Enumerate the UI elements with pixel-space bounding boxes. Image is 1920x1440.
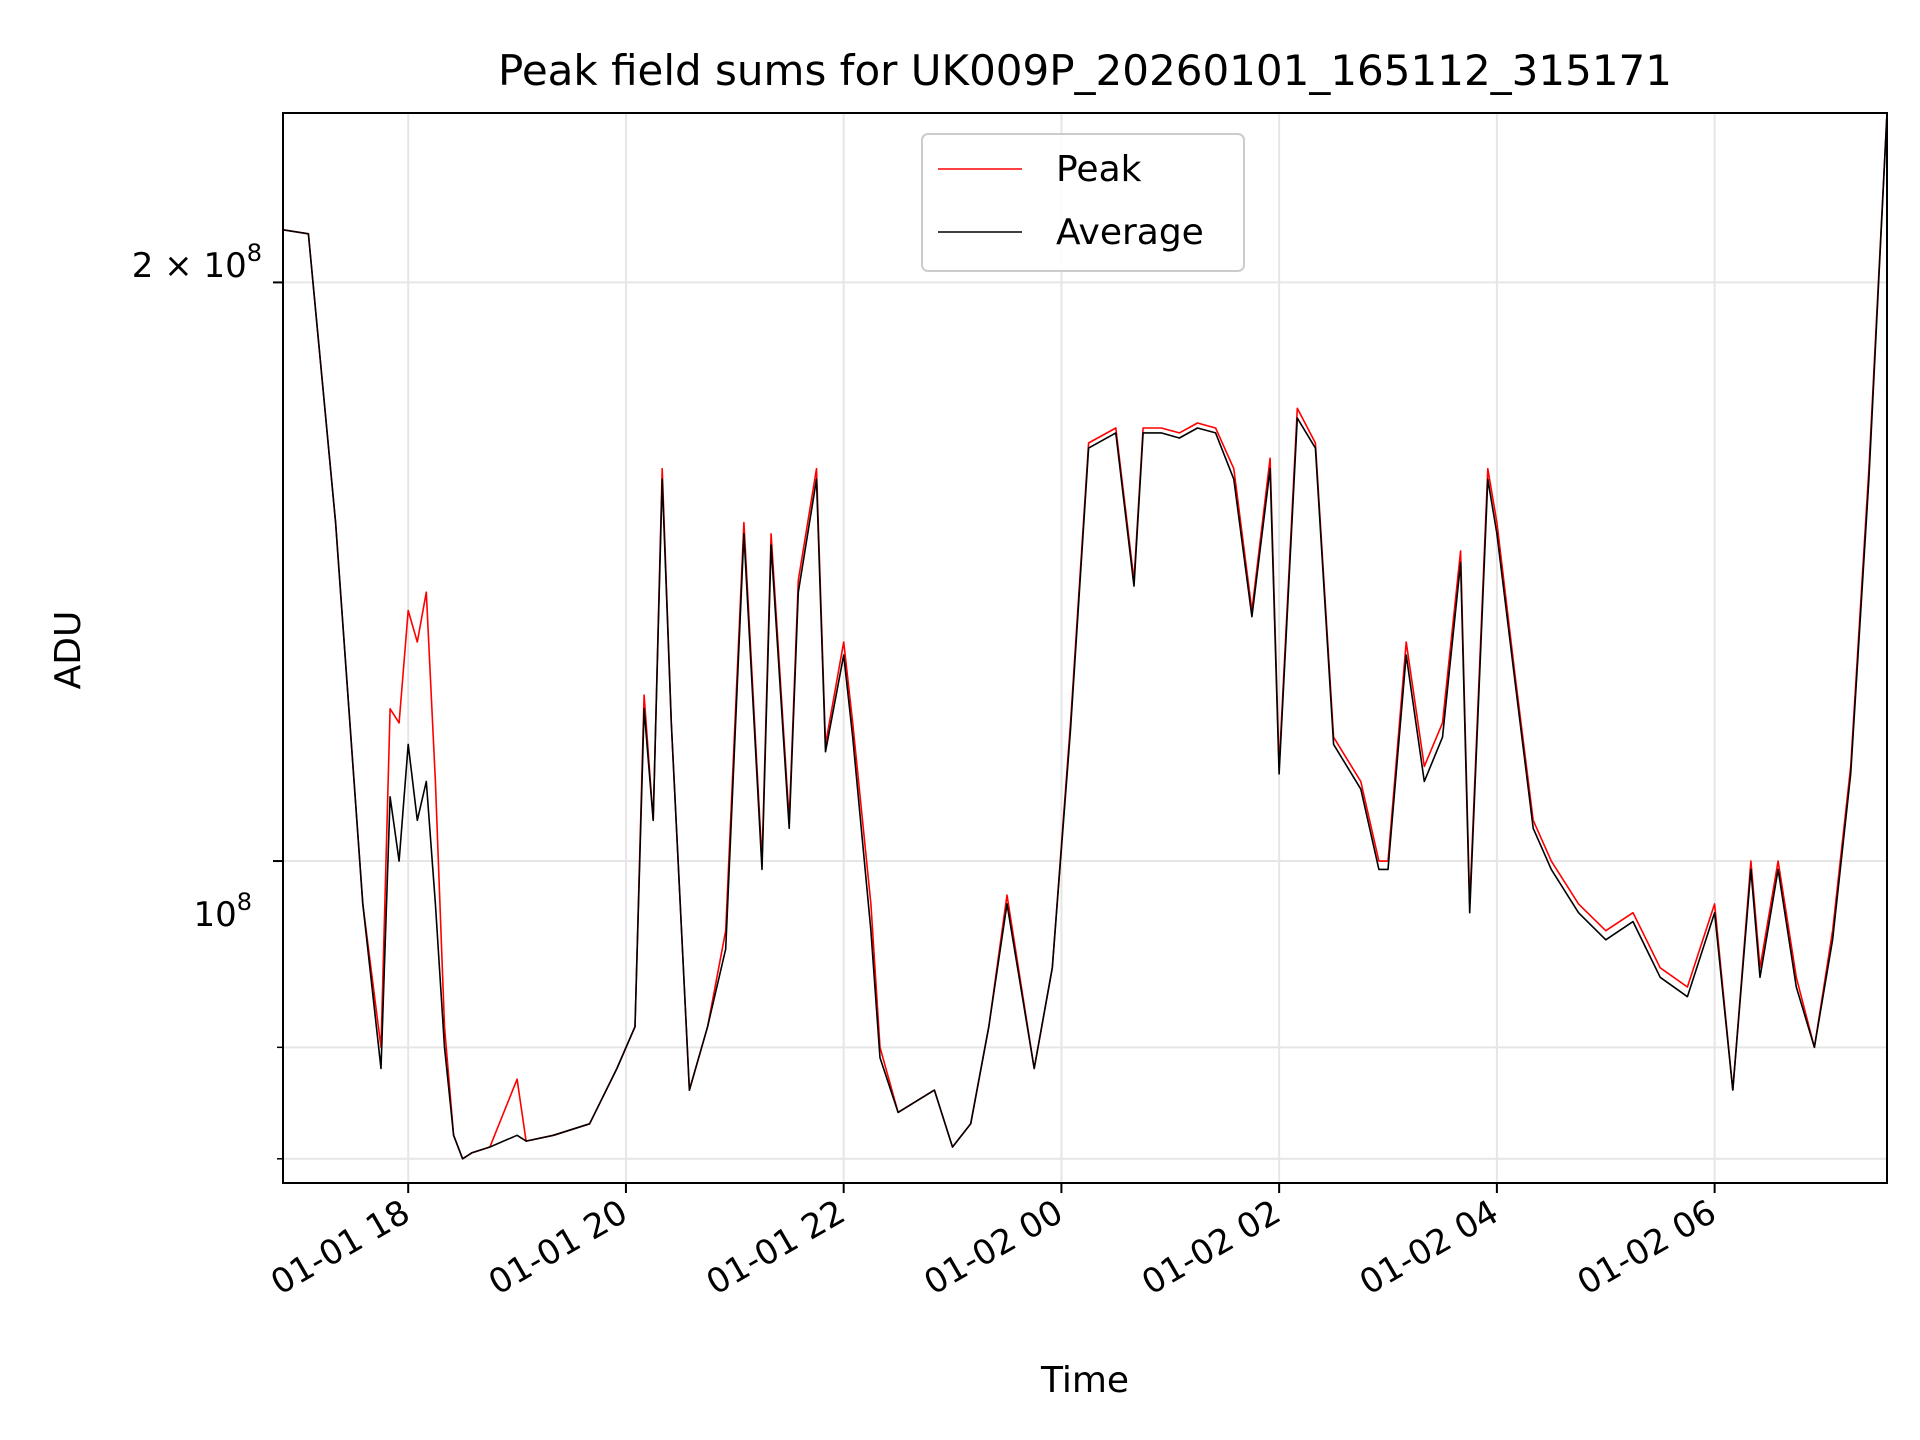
series-layer (283, 113, 1887, 1160)
legend-peak-label: Peak (1056, 149, 1142, 190)
y-tick-label-2e8: 2 × 108 (132, 239, 262, 286)
x-axis-label: Time (1040, 1360, 1129, 1401)
y-axis: 2 × 108 108 (132, 239, 283, 1160)
legend-average-label: Average (1056, 212, 1204, 253)
plot-area-frame (282, 112, 1888, 1184)
y-tick-label-1e8: 108 (193, 888, 252, 935)
chart-title: Peak field sums for UK009P_20260101_1651… (498, 46, 1672, 95)
y-axis-label: ADU (48, 611, 89, 690)
series-line-average (283, 113, 1887, 1160)
legend: Peak Average (921, 133, 1245, 272)
